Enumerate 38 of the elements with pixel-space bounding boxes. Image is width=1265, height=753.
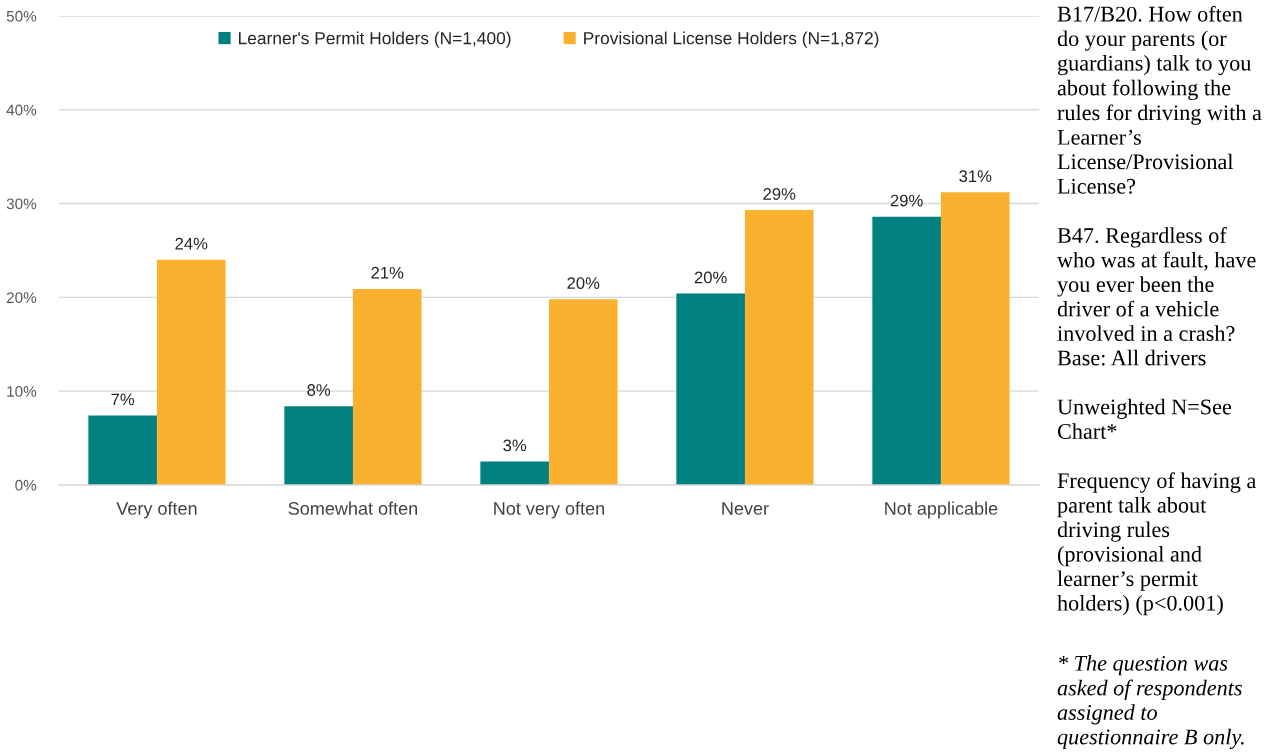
bar xyxy=(872,216,941,485)
data-label: 8% xyxy=(307,384,331,396)
text: Unweighted N=See Chart* xyxy=(1057,398,1232,439)
data-label: 29% xyxy=(763,188,796,200)
data-label: 29% xyxy=(890,194,923,207)
x-tick-label: Not very often xyxy=(494,501,604,519)
data-label: 21% xyxy=(371,266,404,279)
data-label: 7% xyxy=(111,393,135,406)
bar xyxy=(940,192,1010,485)
text: B17/B20. How often do your parents (or guardians) talk to you about following the rules for driving with a Learner’s License/Provisional License? xyxy=(1057,5,1262,194)
x-tick-label: Never xyxy=(722,502,769,515)
data-label: 20% xyxy=(694,271,727,284)
y-tick-label: 30% xyxy=(6,198,37,210)
legend-label: Provisional License Holders (N=1,872) xyxy=(584,31,879,48)
bar xyxy=(284,406,353,485)
data-label: 20% xyxy=(567,277,600,289)
bar xyxy=(744,210,814,485)
data-label: 3% xyxy=(503,439,527,452)
legend-label: Learner's Permit Holders (N=1,400) xyxy=(238,31,511,48)
data-label: 31% xyxy=(959,170,992,183)
x-tick-label: Somewhat often xyxy=(288,501,418,515)
text: B47. Regardless of who was at fault, have you ever been the driver of a vehicle involved in a crash? Base: All drivers xyxy=(1057,227,1256,366)
y-tick-label: 0% xyxy=(15,479,37,491)
x-tick-label: Very often xyxy=(116,501,197,519)
y-tick-label: 40% xyxy=(6,104,37,116)
bar xyxy=(480,461,549,485)
bar xyxy=(352,288,422,485)
bar xyxy=(548,299,618,485)
x-tick-label: Not applicable xyxy=(885,501,998,519)
text: Frequency of having a parent talk about driving rules (provisional and learner’s permit holders) (p<0.001) xyxy=(1057,472,1257,616)
y-tick-label: 20% xyxy=(6,292,37,304)
text: * The question was asked of respondents assigned to questionnaire B only. xyxy=(1057,655,1244,749)
bar xyxy=(156,259,226,485)
bar xyxy=(676,293,745,485)
y-tick-label: 50% xyxy=(6,10,37,22)
y-tick-label: 10% xyxy=(7,386,37,397)
bar xyxy=(88,415,157,485)
data-label: 24% xyxy=(175,237,208,250)
